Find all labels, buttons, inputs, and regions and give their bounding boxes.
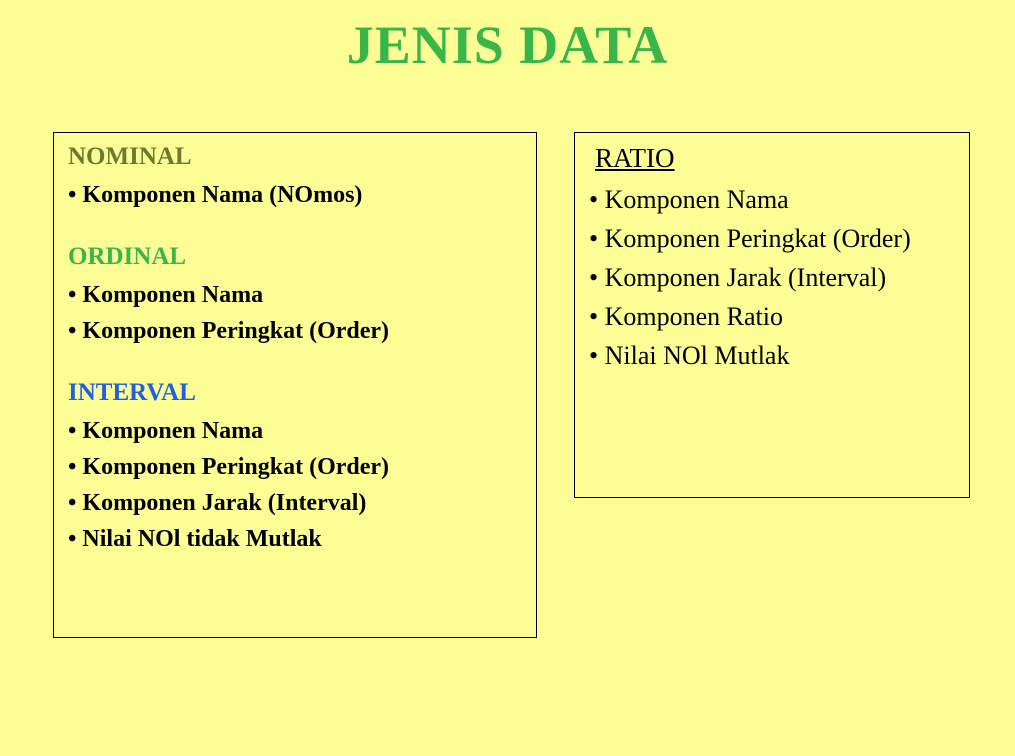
interval-item: • Komponen Jarak (Interval) [68,485,522,521]
slide-title: JENIS DATA [0,0,1015,76]
ratio-item: • Komponen Nama [589,180,955,219]
ordinal-item: • Komponen Peringkat (Order) [68,313,522,349]
ratio-item: • Nilai NOl Mutlak [589,336,955,375]
nominal-item: • Komponen Nama (NOmos) [68,177,522,213]
ratio-item: • Komponen Jarak (Interval) [589,258,955,297]
ordinal-heading: ORDINAL [68,243,522,271]
interval-heading: INTERVAL [68,379,522,407]
ratio-item: • Komponen Peringkat (Order) [589,219,955,258]
ordinal-item: • Komponen Nama [68,277,522,313]
interval-item: • Komponen Peringkat (Order) [68,449,522,485]
left-content-box: NOMINAL • Komponen Nama (NOmos) ORDINAL … [53,132,537,638]
ratio-item: • Komponen Ratio [589,297,955,336]
interval-item: • Nilai NOl tidak Mutlak [68,521,522,557]
interval-item: • Komponen Nama [68,413,522,449]
nominal-heading: NOMINAL [68,143,522,171]
right-content-box: RATIO • Komponen Nama • Komponen Peringk… [574,132,970,498]
ratio-heading: RATIO [595,143,955,174]
